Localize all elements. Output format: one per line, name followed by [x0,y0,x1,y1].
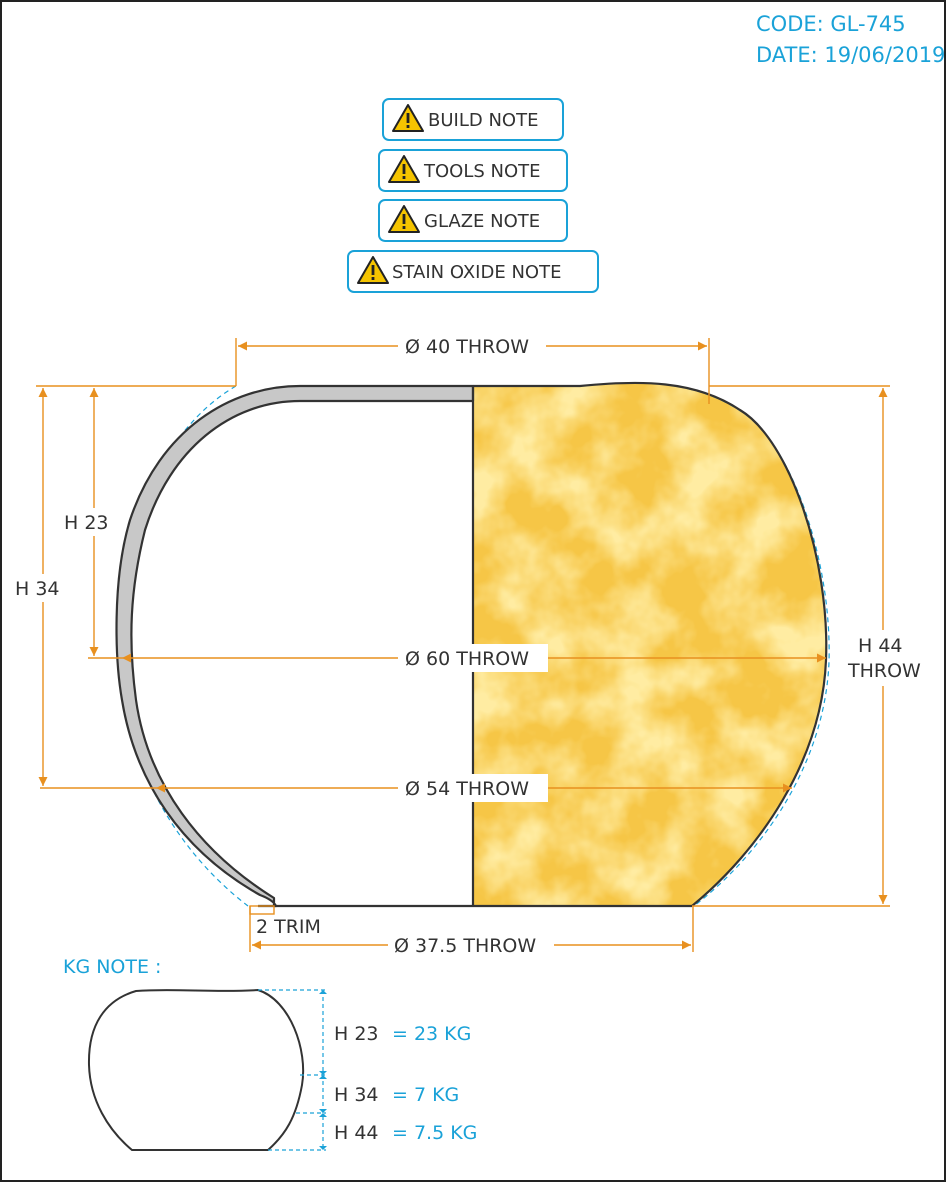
kg-row-h34-weight: = 7 KG [392,1084,459,1106]
tools-note-label: TOOLS NOTE [423,161,541,182]
warning-icon [392,104,424,132]
kg-dimension-lines [258,989,326,1151]
lower-diameter-label: Ø 54 THROW [405,778,529,800]
date-label: DATE: 19/06/2019 [756,43,945,67]
stain-oxide-note-button[interactable]: STAIN OXIDE NOTE [347,250,599,293]
kg-row-h23-weight: = 23 KG [392,1023,471,1045]
h34-label: H 34 [15,578,60,600]
build-note-label: BUILD NOTE [428,110,538,131]
vessel-right-outline [473,381,828,907]
glaze-note-label: GLAZE NOTE [424,211,540,232]
h44-label: H 44 [858,635,903,657]
build-note-button[interactable]: BUILD NOTE [382,98,564,141]
glaze-note-button[interactable]: GLAZE NOTE [378,199,568,242]
h23-label: H 23 [64,512,109,534]
warning-icon [357,256,389,284]
kg-row-h44-height: H 44 [334,1122,379,1144]
kg-row-h44-weight: = 7.5 KG [392,1122,477,1144]
kg-row-h23-height: H 23 [334,1023,379,1045]
widest-diameter-label: Ø 60 THROW [405,648,529,670]
tools-note-button[interactable]: TOOLS NOTE [378,149,568,192]
trim-label: 2 TRIM [256,916,321,938]
kg-row-h34-height: H 34 [334,1084,379,1106]
warning-icon [388,155,420,183]
wall-section [115,384,475,908]
base-diameter-label: Ø 37.5 THROW [394,935,536,957]
kg-dimension-ticks [319,990,327,1150]
kg-note-title: KG NOTE : [63,956,161,978]
stain-oxide-note-label: STAIN OXIDE NOTE [392,262,561,283]
top-diameter-label: Ø 40 THROW [405,336,529,358]
code-label: CODE: GL-745 [756,12,906,36]
kg-vessel-outline [87,988,305,1151]
h44-throw-label: THROW [847,660,921,682]
warning-icon [388,205,420,233]
